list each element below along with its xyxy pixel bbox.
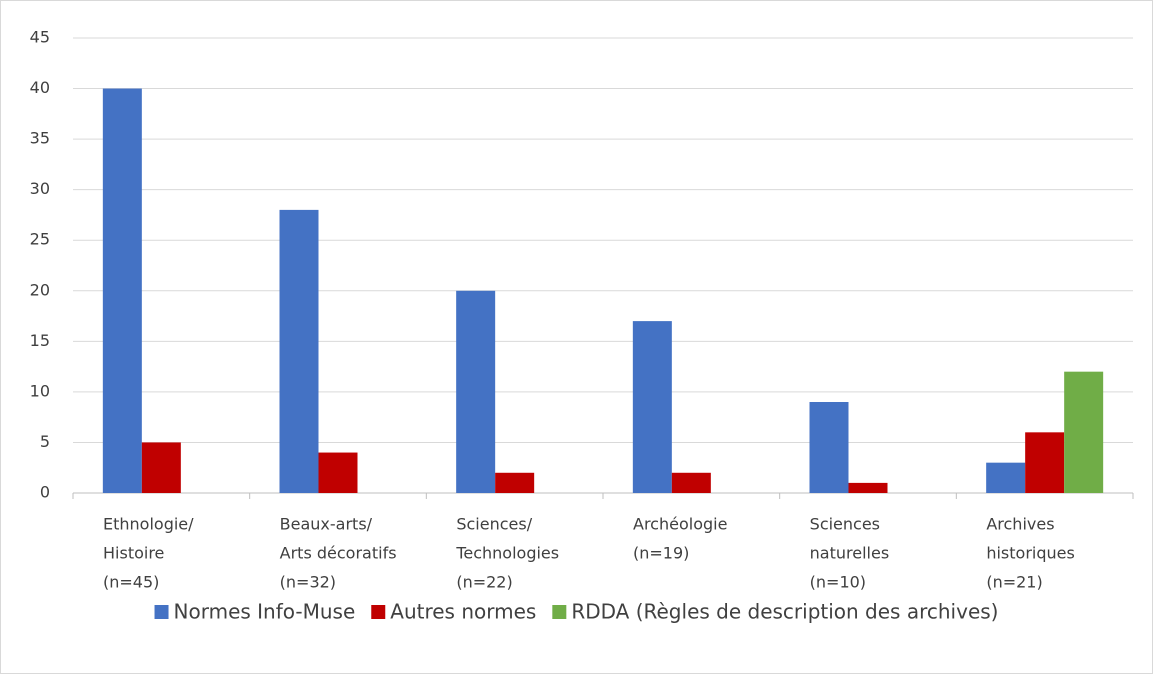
x-tick-label: (n=32) (280, 573, 336, 592)
legend: Normes Info-Muse Autres normes RDDA (Règle… (154, 600, 998, 624)
y-tick-label: 30 (30, 179, 50, 198)
x-tick-label: Technologies (455, 544, 559, 563)
bar (671, 472, 711, 493)
x-tick-label: (n=21) (986, 573, 1042, 592)
x-tick-label: Archives (986, 515, 1054, 534)
bar (1025, 432, 1065, 493)
y-tick-label: 5 (40, 432, 50, 451)
x-tick-label: Histoire (103, 544, 164, 563)
legend-label: Normes Info-Muse (174, 600, 356, 624)
y-tick-label: 15 (30, 331, 50, 350)
bar (986, 462, 1026, 493)
bar (456, 290, 496, 493)
bar (1064, 371, 1104, 493)
legend-label: RDDA (Règles de description des archives… (571, 600, 998, 624)
x-tick-label: Arts décoratifs (280, 544, 397, 563)
legend-label: Autres normes (390, 600, 536, 624)
x-tick-label: naturelles (810, 544, 890, 563)
y-tick-label: 35 (30, 129, 50, 148)
x-tick-label: historiques (986, 544, 1074, 563)
y-tick-label: 40 (30, 78, 50, 97)
bar (809, 402, 849, 493)
x-tick-label: (n=22) (456, 573, 512, 592)
bar (102, 88, 142, 494)
bar (848, 482, 888, 493)
bar (318, 452, 358, 493)
x-tick-label: (n=19) (633, 544, 689, 563)
y-tick-label: 20 (30, 280, 50, 299)
legend-swatch (552, 605, 567, 619)
y-tick-label: 10 (30, 381, 50, 400)
x-tick-label: (n=45) (103, 573, 159, 592)
x-tick-label: Sciences (810, 515, 880, 534)
y-tick-label: 25 (30, 230, 50, 249)
x-tick-label: Ethnologie/ (103, 515, 194, 534)
x-tick-label: Archéologie (633, 515, 727, 534)
x-tick-label: Beaux-arts/ (280, 515, 373, 534)
bar (495, 472, 535, 493)
x-tick-label: (n=10) (810, 573, 866, 592)
x-tick-label: Sciences/ (456, 515, 532, 534)
y-tick-label: 0 (40, 483, 50, 502)
bar (279, 209, 319, 493)
bar (141, 442, 181, 493)
bar (632, 321, 672, 493)
legend-swatch (154, 605, 169, 619)
y-tick-label: 45 (30, 28, 50, 47)
legend-swatch (371, 605, 386, 619)
